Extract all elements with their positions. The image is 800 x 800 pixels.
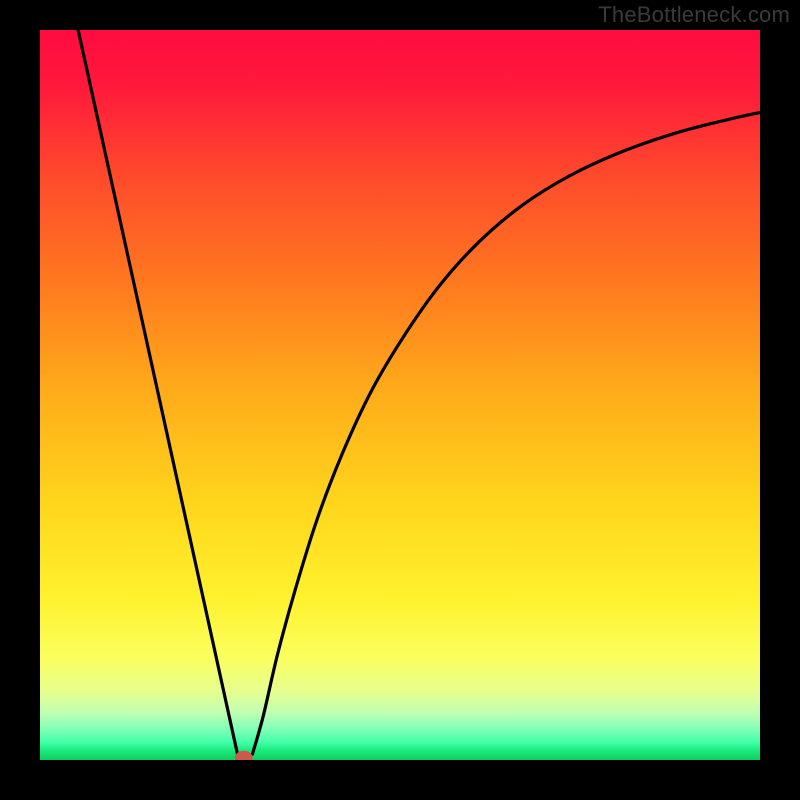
plot-area xyxy=(40,30,760,760)
watermark-text: TheBottleneck.com xyxy=(598,2,790,28)
plot-svg xyxy=(40,30,760,760)
chart-frame: TheBottleneck.com xyxy=(0,0,800,800)
